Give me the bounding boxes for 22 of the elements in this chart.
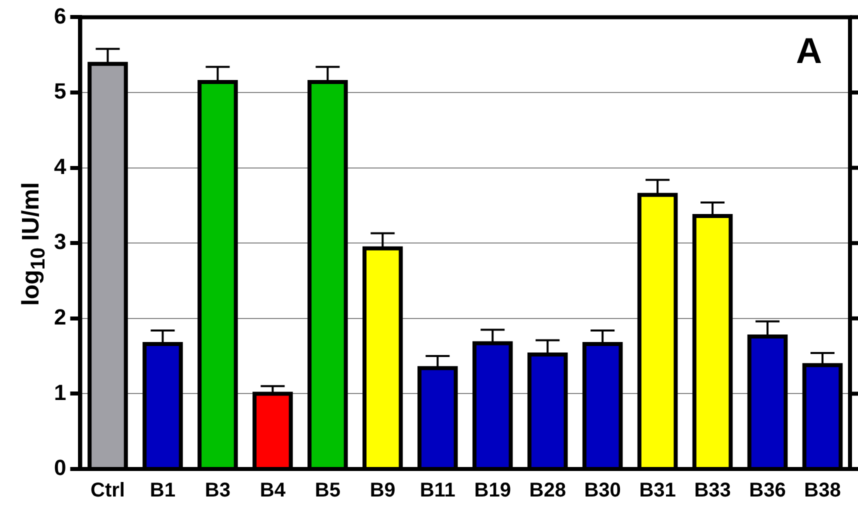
x-tick-label: B30 [584, 480, 621, 502]
x-tick-label: B9 [370, 480, 396, 502]
y-tick-label: 2 [54, 304, 66, 330]
x-tick-label: B31 [639, 480, 676, 502]
y-tick-label: 1 [54, 380, 66, 405]
y-tick-label: 4 [54, 154, 67, 179]
y-tick-label: 3 [54, 229, 66, 254]
x-tick-label: B36 [749, 480, 786, 502]
x-tick-label: B38 [804, 480, 841, 502]
x-tick-label: B33 [694, 480, 731, 502]
y-tick-label: 0 [54, 455, 66, 480]
x-tick-label: B28 [529, 480, 566, 502]
x-tick-label: B19 [474, 480, 511, 502]
y-tick-label: 6 [54, 3, 66, 28]
x-tick-label: B4 [260, 480, 286, 502]
x-tick-label: Ctrl [90, 480, 125, 502]
x-tick-label: B1 [150, 480, 176, 502]
annotation: A [796, 30, 822, 72]
x-tick-label: B11 [420, 480, 456, 502]
x-tick-label: B3 [204, 480, 230, 502]
y-tick-label: 5 [54, 78, 66, 104]
x-tick-label: B5 [314, 480, 340, 502]
